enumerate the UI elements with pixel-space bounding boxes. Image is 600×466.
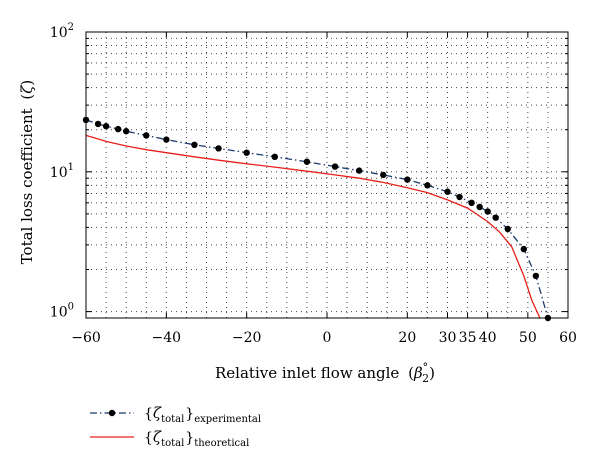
data-point-experimental [114, 125, 122, 133]
data-point-experimental [191, 141, 198, 149]
data-point-experimental [380, 171, 387, 179]
data-point-experimental [163, 136, 170, 143]
legend-label-experimental: {ζtotal}experimental [144, 404, 261, 425]
legend: {ζtotal}experimental {ζtotal}theoretical [90, 404, 261, 449]
legend-marker-experimental [108, 409, 116, 417]
x-tick-label: −60 [71, 330, 101, 346]
x-axis-label: Relative inlet flow angle (β° 2) [215, 361, 435, 385]
y-axis-label-text: Total loss coefficient [18, 108, 36, 264]
y-tick-label: 100 [50, 302, 74, 321]
data-point-experimental [476, 203, 483, 211]
data-point-experimental [331, 163, 339, 170]
data-point-experimental [484, 208, 491, 215]
x-tick-label: 35 [459, 330, 477, 346]
x-axis-label-sup: ° [423, 361, 429, 374]
x-tick-label: 40 [479, 330, 497, 346]
data-point-experimental [94, 120, 102, 128]
x-axis-label-text: Relative inlet flow angle [215, 364, 399, 382]
data-point-experimental [102, 122, 110, 130]
x-tick-label: 50 [519, 330, 537, 346]
data-point-experimental [404, 176, 411, 183]
plot-frame [85, 31, 569, 319]
data-point-experimental [468, 199, 475, 207]
data-point-experimental [122, 128, 130, 135]
data-point-experimental [215, 145, 222, 152]
legend-label-theoretical: {ζtotal}theoretical [144, 428, 249, 449]
series-line-theoretical [85, 134, 541, 319]
y-tick-label: 102 [50, 22, 74, 41]
x-tick-label: 30 [439, 330, 457, 346]
data-point-experimental [303, 158, 311, 165]
x-tick-label: 0 [323, 330, 332, 346]
data-point-experimental [492, 214, 499, 221]
data-point-experimental [424, 182, 431, 189]
data-point-experimental [532, 272, 540, 280]
x-axis-label-sub: 2 [422, 372, 429, 385]
series-layer [82, 116, 552, 322]
data-point-experimental [444, 188, 451, 195]
x-tick-label: 20 [398, 330, 416, 346]
series-line-experimental [85, 119, 549, 319]
x-tick-label: 60 [559, 330, 577, 346]
x-tick-label: −20 [232, 330, 262, 346]
data-point-experimental [143, 132, 150, 139]
x-axis-label-symbol: β [413, 364, 423, 382]
y-axis-label-symbol: ζ [18, 85, 36, 94]
y-axis-label: Total loss coefficient (ζ) [18, 80, 36, 265]
data-point-experimental [456, 193, 463, 201]
data-point-experimental [504, 225, 511, 233]
x-tick-label: −40 [152, 330, 182, 346]
y-tick-label: 101 [50, 162, 74, 181]
grid-lines [86, 32, 568, 318]
data-point-experimental [271, 153, 278, 161]
data-point-experimental [520, 245, 528, 253]
axis-ticks: −60 −40 −20 0 20 30 35 40 50 60 100 101 102 [50, 22, 577, 346]
data-point-experimental [355, 167, 363, 174]
data-point-experimental [243, 149, 250, 156]
